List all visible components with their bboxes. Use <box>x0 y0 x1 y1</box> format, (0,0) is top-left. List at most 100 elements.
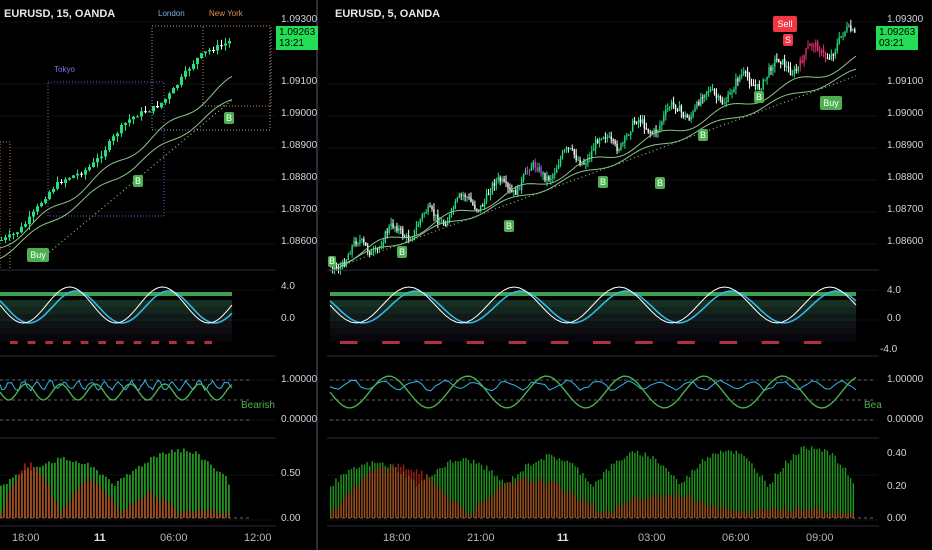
candle-body <box>415 226 418 230</box>
osc3-red-bar <box>21 470 23 518</box>
osc3-red-bar <box>384 471 386 518</box>
candle-body <box>530 166 533 171</box>
osc3-red-bar <box>675 491 678 518</box>
candle-body <box>622 143 624 145</box>
osc3-red-bar <box>691 497 693 518</box>
candle-body <box>750 83 753 85</box>
osc3-green-bar <box>699 463 701 518</box>
osc3-green-bar <box>766 486 769 518</box>
symbol-title-left[interactable]: EURUSD, 15, OANDA <box>4 8 116 20</box>
osc3-red-bar <box>779 510 782 518</box>
candle-body <box>499 177 501 182</box>
candle-body <box>559 158 562 165</box>
candle-body <box>567 147 570 149</box>
osc1-red-marker <box>98 341 107 344</box>
osc3-green-bar <box>566 460 568 518</box>
osc3-red-bar <box>36 468 38 518</box>
osc3-red-bar <box>198 507 200 518</box>
osc3-green-bar <box>811 446 813 518</box>
candle-body <box>511 189 513 193</box>
osc3-red-bar <box>216 514 218 518</box>
candle-body <box>573 149 575 155</box>
price-tick: 1.08700 <box>887 204 924 215</box>
osc3-red-bar <box>834 509 836 518</box>
candle-body <box>805 48 807 56</box>
osc3-red-bar <box>87 476 89 518</box>
candle-body <box>832 54 835 56</box>
candle-body <box>32 211 35 217</box>
osc3-green-bar <box>183 448 185 518</box>
candle-body <box>517 185 519 195</box>
osc3-red-bar <box>579 499 581 518</box>
candle-body <box>497 177 499 180</box>
osc3-red-bar <box>564 492 566 518</box>
candle-body <box>536 167 538 172</box>
osc3-red-bar <box>647 496 649 518</box>
osc3-red-bar <box>644 500 646 518</box>
osc3-green-bar <box>153 456 155 518</box>
osc3-red-bar <box>605 510 607 518</box>
osc3-red-bar <box>428 477 431 518</box>
osc3-green-bar <box>798 454 800 518</box>
candle-body <box>612 139 614 141</box>
candle-body <box>456 197 459 201</box>
osc3-green-bar <box>452 462 454 518</box>
osc3-green-bar <box>168 453 170 518</box>
osc3-red-bar <box>506 481 509 518</box>
osc3-tick: 0.00 <box>281 513 301 524</box>
osc3-red-bar <box>460 504 462 518</box>
osc3-green-bar <box>821 451 823 518</box>
osc3-red-bar <box>57 504 59 518</box>
osc3-red-bar <box>746 514 748 518</box>
candle-body <box>707 91 710 93</box>
candle-body <box>372 250 375 252</box>
candle-body <box>80 173 83 175</box>
candle-body <box>667 108 669 110</box>
osc3-red-bar <box>69 500 71 518</box>
osc3-green-bar <box>803 445 805 518</box>
price-tick: 1.08600 <box>887 236 924 247</box>
osc3-red-bar <box>686 495 688 518</box>
osc3-red-bar <box>499 487 501 518</box>
candle-body <box>370 250 373 255</box>
candle-body <box>731 92 733 94</box>
symbol-title-right[interactable]: EURUSD, 5, OANDA <box>335 8 441 20</box>
osc3-green-bar <box>491 470 493 518</box>
london-session-box <box>151 25 271 131</box>
osc3-red-bar <box>587 506 589 518</box>
osc3-red-bar <box>842 514 844 518</box>
candle-body <box>333 266 336 269</box>
candle-body <box>846 26 848 32</box>
candle-body <box>188 68 191 71</box>
oscillator-2 <box>0 375 876 421</box>
osc3-red-bar <box>821 507 823 518</box>
osc3-green-bar <box>213 468 215 518</box>
osc3-green-bar <box>613 463 615 518</box>
osc3-red-bar <box>558 484 561 518</box>
osc1-band <box>330 321 856 328</box>
candle-body <box>795 69 798 71</box>
osc3-green-bar <box>475 463 477 518</box>
osc3-red-bar <box>800 510 802 518</box>
osc3-red-bar <box>519 479 522 518</box>
osc2-status-label: Bea <box>864 400 882 411</box>
osc1-red-marker <box>204 341 213 344</box>
candle-body <box>744 71 747 73</box>
osc3-red-bar <box>603 511 605 518</box>
osc3-red-bar <box>681 496 683 518</box>
time-tick: 12:00 <box>244 532 272 544</box>
tokyo-session-box <box>47 81 165 217</box>
candle-body <box>501 179 503 182</box>
candle-body <box>694 107 696 112</box>
pane-dividers[interactable] <box>0 0 879 550</box>
candle-body <box>472 201 474 205</box>
osc2-status-label: Bearish <box>241 400 275 411</box>
osc3-red-bar <box>707 503 709 518</box>
candle-body <box>184 70 187 77</box>
osc3-red-bar <box>582 500 584 518</box>
candle-body <box>579 159 581 166</box>
osc3-red-bar <box>436 489 438 518</box>
osc3-red-bar <box>610 514 613 518</box>
candle-body <box>495 179 497 186</box>
